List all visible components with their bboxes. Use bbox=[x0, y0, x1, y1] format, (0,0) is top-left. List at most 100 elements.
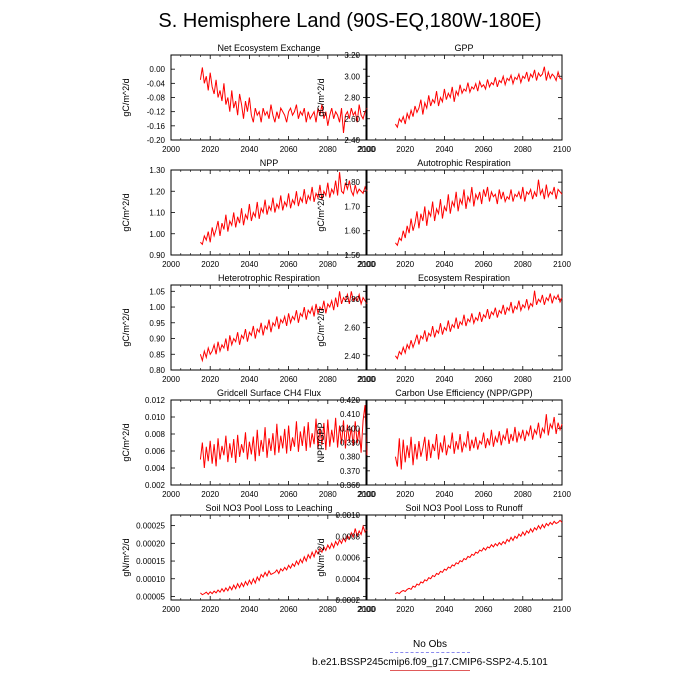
panel-3-xtick-label: 2040 bbox=[241, 260, 259, 269]
panel-7-ytick-label: 0.004 bbox=[145, 464, 166, 473]
panel-7-ytick-label: 0.008 bbox=[145, 430, 166, 439]
panel-5-xtick-label: 2040 bbox=[241, 375, 259, 384]
panel-10-ytick-label: 0.0002 bbox=[336, 596, 361, 605]
panel-5-series-line bbox=[199, 291, 368, 363]
panel-4-ytick-label: 1.60 bbox=[344, 227, 360, 236]
panel-3-ylabel: gC/m^2/d bbox=[121, 193, 131, 231]
panel-9-ytick-label: 0.00025 bbox=[136, 522, 165, 531]
panel-9-xtick-label: 2000 bbox=[162, 605, 180, 614]
legend-model-label: b.e21.BSSP245cmip6.f09_g17.CMIP6-SSP2-4.… bbox=[312, 657, 548, 668]
panel-4-title: Autotrophic Respiration bbox=[417, 158, 511, 168]
panel-6-title: Ecosystem Respiration bbox=[418, 273, 510, 283]
panel-4-ylabel: gC/m^2/d bbox=[316, 193, 326, 231]
panel-1-ytick-label: -0.20 bbox=[147, 136, 166, 145]
panel-2-ytick-label: 3.00 bbox=[344, 72, 360, 81]
panel-3-ytick-label: 1.30 bbox=[149, 166, 165, 175]
panel-8-series-line bbox=[394, 414, 563, 470]
panel-2-ylabel: gC/m^2/d bbox=[316, 78, 326, 116]
panel-9-ytick-label: 0.00005 bbox=[136, 592, 165, 601]
panel-8-ylabel: NPP/GPP bbox=[316, 422, 326, 462]
figure-title: S. Hemisphere Land (90S-EQ,180W-180E) bbox=[158, 10, 542, 32]
panel-2-ytick-label: 2.40 bbox=[344, 136, 360, 145]
panel-3-ytick-label: 1.10 bbox=[149, 209, 165, 218]
panel-5-ytick-label: 1.00 bbox=[149, 303, 165, 312]
panel-5-xtick-label: 2080 bbox=[319, 375, 337, 384]
panel-6-xtick-label: 2040 bbox=[436, 375, 454, 384]
panel-6-series-line bbox=[394, 290, 563, 360]
legend-obs-line bbox=[390, 652, 470, 653]
panel-4-xtick-label: 2000 bbox=[357, 260, 375, 269]
panel-5-ytick-label: 1.05 bbox=[149, 287, 165, 296]
panel-3-xtick-label: 2100 bbox=[358, 260, 376, 269]
panel-5-xtick-label: 2060 bbox=[280, 375, 298, 384]
panel-9-title: Soil NO3 Pool Loss to Leaching bbox=[205, 503, 332, 513]
panel-10-xtick-label: 2000 bbox=[357, 605, 375, 614]
panel-8-xtick-label: 2000 bbox=[357, 490, 375, 499]
panel-3-xtick-label: 2000 bbox=[162, 260, 180, 269]
panel-3-ytick-label: 1.00 bbox=[149, 230, 165, 239]
panel-1-ytick-label: -0.04 bbox=[147, 79, 166, 88]
panel-2-xtick-label: 2040 bbox=[436, 145, 454, 154]
panel-2-xtick-label: 2000 bbox=[357, 145, 375, 154]
panel-7-xtick-label: 2100 bbox=[358, 490, 376, 499]
panel-10-ytick-label: 0.0004 bbox=[336, 575, 361, 584]
panel-2-ytick-label: 2.60 bbox=[344, 115, 360, 124]
panel-10-xtick-label: 2080 bbox=[514, 605, 532, 614]
panel-7-xtick-label: 2060 bbox=[280, 490, 298, 499]
panel-4-ytick-label: 1.70 bbox=[344, 202, 360, 211]
panel-7-ytick-label: 0.002 bbox=[145, 481, 166, 490]
panel-9-ytick-label: 0.00015 bbox=[136, 557, 165, 566]
panel-10-xtick-label: 2060 bbox=[475, 605, 493, 614]
panel-9-xtick-label: 2020 bbox=[201, 605, 219, 614]
panel-10-xtick-label: 2100 bbox=[553, 605, 571, 614]
panel-2-ytick-label: 3.20 bbox=[344, 51, 360, 60]
panel-7-ylabel: gC/m^2/d bbox=[121, 423, 131, 461]
panel-6-xtick-label: 2000 bbox=[357, 375, 375, 384]
panel-3-ytick-label: 1.20 bbox=[149, 187, 165, 196]
panel-2-title: GPP bbox=[454, 43, 473, 53]
panel-1-frame bbox=[170, 54, 368, 141]
panel-8-xtick-label: 2020 bbox=[396, 490, 414, 499]
panel-6-ytick-label: 2.80 bbox=[344, 295, 360, 304]
panel-9-ytick-label: 0.00020 bbox=[136, 539, 165, 548]
panel-1-xtick-label: 2100 bbox=[358, 145, 376, 154]
panel-2-xtick-label: 2080 bbox=[514, 145, 532, 154]
panel-3-ytick-label: 0.90 bbox=[149, 251, 165, 260]
panel-9-xtick-label: 2040 bbox=[241, 605, 259, 614]
panel-3-xtick-label: 2060 bbox=[280, 260, 298, 269]
panel-7-xtick-label: 2020 bbox=[201, 490, 219, 499]
panel-3-title: NPP bbox=[260, 158, 279, 168]
panel-5-ytick-label: 0.80 bbox=[149, 366, 165, 375]
panel-10-ytick-label: 0.0006 bbox=[336, 554, 361, 563]
panel-7-ytick-label: 0.012 bbox=[145, 396, 166, 405]
panel-8-xtick-label: 2040 bbox=[436, 490, 454, 499]
panel-8-title: Carbon Use Efficiency (NPP/GPP) bbox=[395, 388, 532, 398]
panel-9-xtick-label: 2060 bbox=[280, 605, 298, 614]
panel-4-frame bbox=[365, 169, 563, 256]
panel-8-xtick-label: 2080 bbox=[514, 490, 532, 499]
panel-5-xtick-label: 2100 bbox=[358, 375, 376, 384]
panel-6-xtick-label: 2060 bbox=[475, 375, 493, 384]
panel-10-frame bbox=[365, 514, 563, 601]
panel-1-ylabel: gC/m^2/d bbox=[121, 78, 131, 116]
panel-7-ytick-label: 0.006 bbox=[145, 447, 166, 456]
panel-4-xtick-label: 2060 bbox=[475, 260, 493, 269]
panel-8-ytick-label: 0.370 bbox=[340, 467, 361, 476]
panel-9-xtick-label: 2100 bbox=[358, 605, 376, 614]
panel-7-series-line bbox=[199, 405, 368, 469]
panel-5-ylabel: gC/m^2/d bbox=[121, 308, 131, 346]
panel-5-ytick-label: 0.85 bbox=[149, 350, 165, 359]
panel-7-xtick-label: 2000 bbox=[162, 490, 180, 499]
panel-1-xtick-label: 2040 bbox=[241, 145, 259, 154]
panel-10-xtick-label: 2040 bbox=[436, 605, 454, 614]
panel-6-xtick-label: 2020 bbox=[396, 375, 414, 384]
panel-1-ytick-label: -0.08 bbox=[147, 94, 166, 103]
panel-7-ytick-label: 0.010 bbox=[145, 413, 166, 422]
panel-5-xtick-label: 2020 bbox=[201, 375, 219, 384]
panel-2-frame bbox=[365, 54, 563, 141]
panel-4-xtick-label: 2040 bbox=[436, 260, 454, 269]
panel-10-ylabel: gN/m^2/d bbox=[316, 538, 326, 576]
panel-5-ytick-label: 0.90 bbox=[149, 335, 165, 344]
panel-2-xtick-label: 2020 bbox=[396, 145, 414, 154]
